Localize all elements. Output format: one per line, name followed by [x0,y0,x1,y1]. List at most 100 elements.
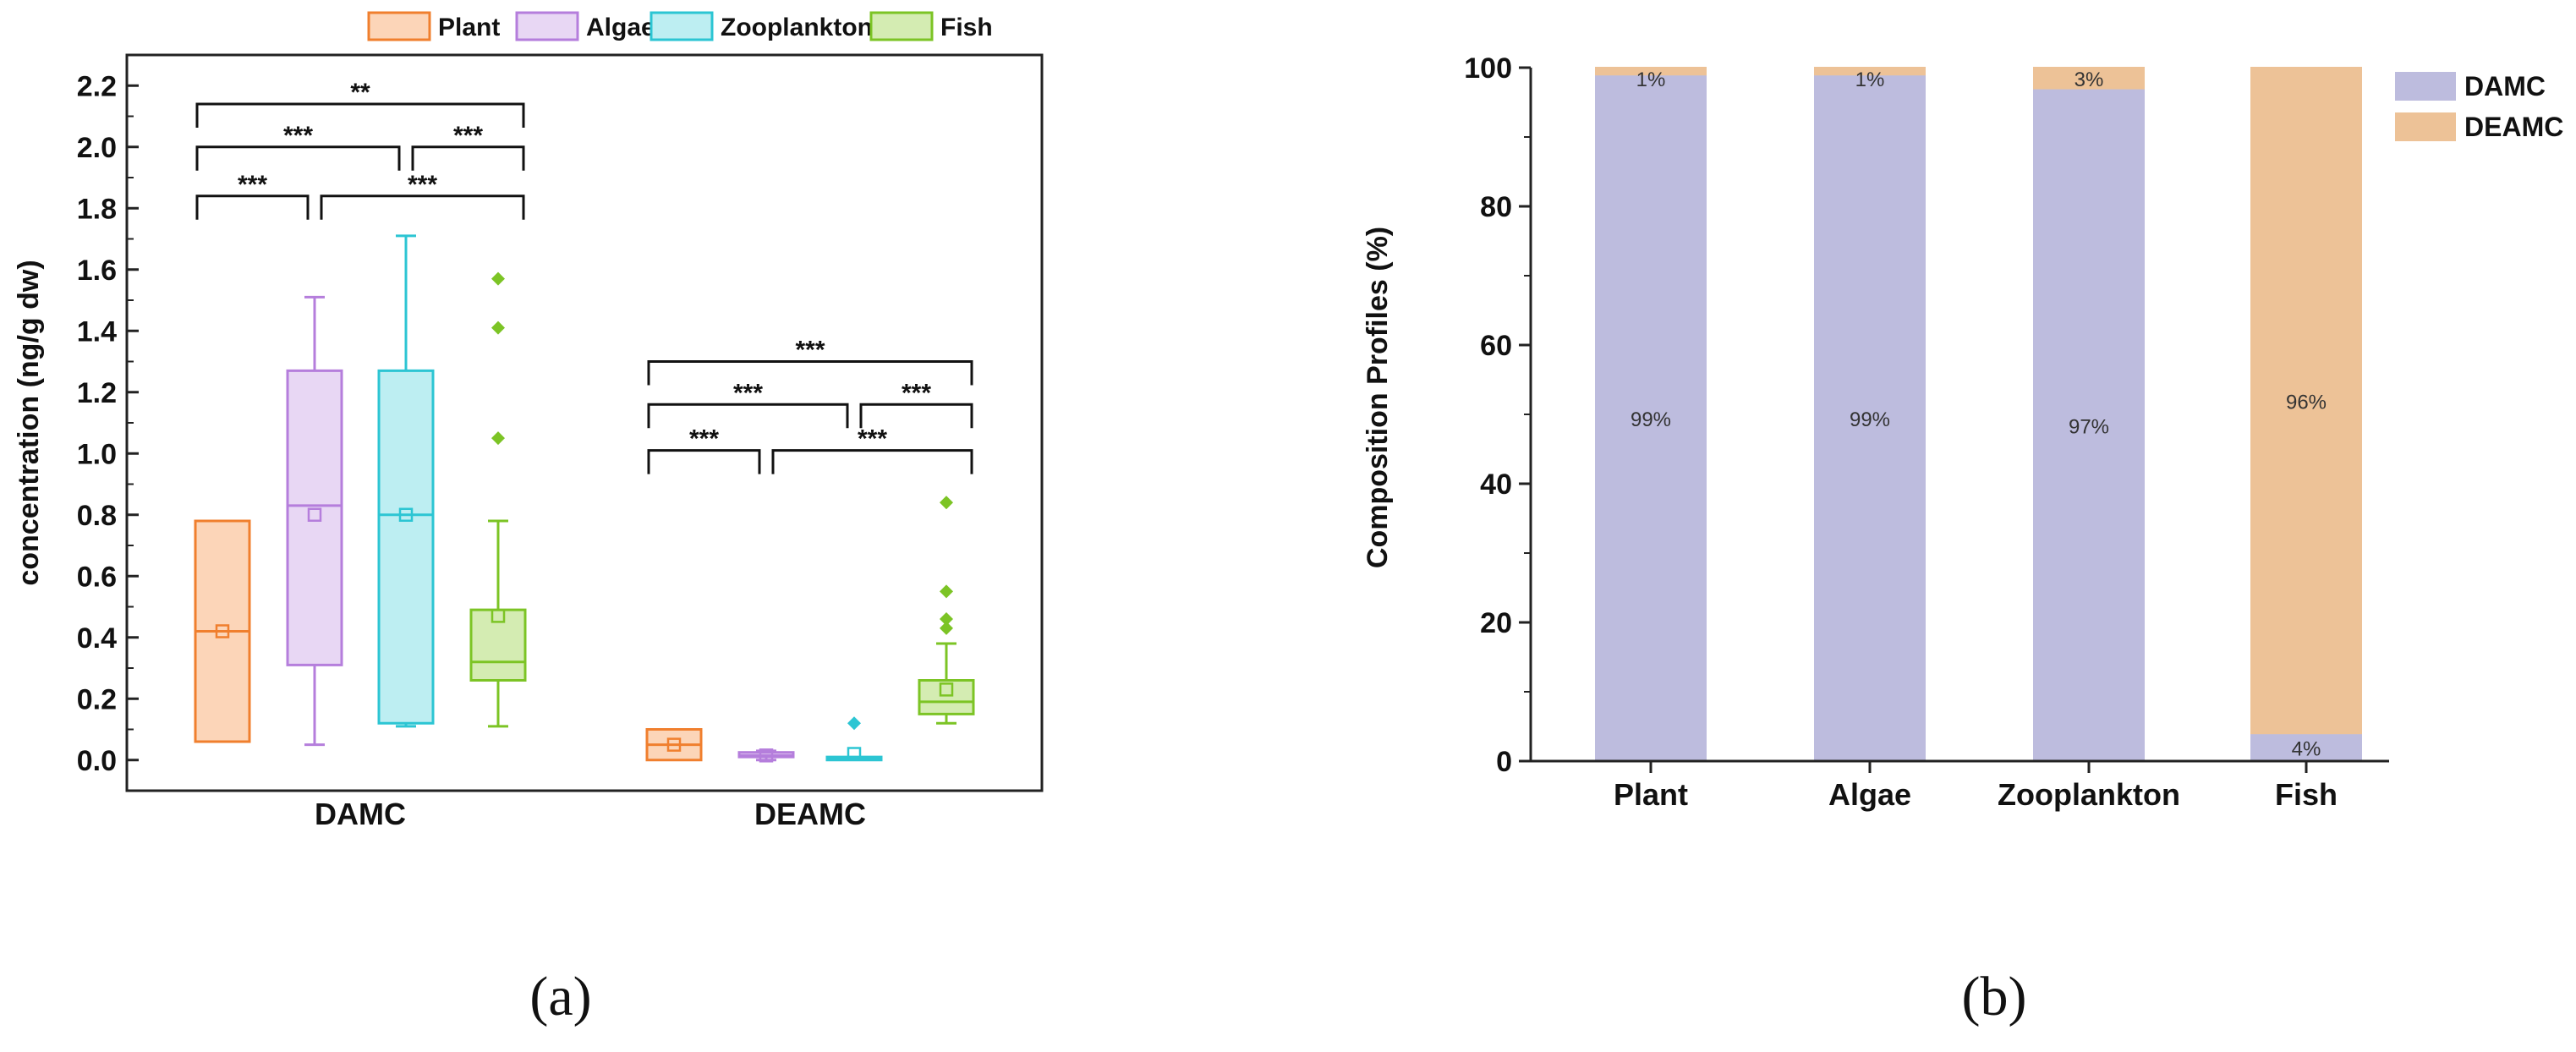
significance-bracket: *** [647,379,849,429]
y-tick-label: 1.0 [77,438,117,470]
legend-label: Plant [438,14,500,41]
y-tick-label: 100 [1464,52,1512,85]
legend-swatch [649,11,714,41]
legend-swatch [367,11,431,41]
panel-label-a: (a) [529,966,591,1027]
significance-bracket: *** [647,337,973,386]
legend-label: Fish [940,14,993,41]
outlier-point [491,321,505,335]
x-group-label: DEAMC [754,797,866,831]
legend-swatch [2395,112,2456,141]
bracket-line [411,145,525,171]
bar-segment-deamc [2250,67,2362,735]
bar-stack-algae: 99% 1% [1814,67,1926,762]
y-tick-label: 1.6 [77,255,117,287]
y-tick-label: 80 [1480,191,1512,223]
box-mean-marker [666,737,682,752]
bar-segment-deamc [1595,67,1707,76]
bracket-line [320,195,525,220]
x-tick-label: Zooplankton [1998,777,2180,812]
box-plot-legend: Plant Algae Zooplankton Fish [367,11,993,41]
y-tick-label: 60 [1480,330,1512,362]
box-mean-marker [307,507,322,522]
box-mean-marker [847,747,862,761]
bar-data-label: 96% [2286,392,2327,414]
outlier-point [491,431,505,446]
box-plot-boxes [194,234,975,763]
bar-stack-zooplankton: 97% 3% [2033,67,2145,763]
bar-data-label: 4% [2292,738,2321,761]
box-plot-y-axis: 0.0 0.2 0.4 0.6 0.8 1.0 1.2 1.4 1.6 1.8 2.0 2.2 [77,70,139,792]
y-tick-label: 2.0 [77,132,117,164]
bracket-line [195,145,401,171]
significance-bracket: *** [320,171,525,220]
bracket-line [195,195,310,220]
box-damc-plant [194,519,251,743]
outlier-point [940,496,953,510]
y-tick-label: 2.2 [77,70,117,102]
box-mean-marker [398,507,414,522]
legend-swatch [2395,72,2456,101]
box-damc-zooplankton [377,234,435,728]
legend-label: Algae [586,14,655,41]
bracket-line [195,102,525,128]
bracket-line [647,360,973,386]
bar-stack-fish: 4% 96% [2250,67,2362,763]
y-tick-label: 0 [1496,746,1512,778]
significance-label: ** [350,79,370,107]
stacked-bar-legend: DAMC DEAMC [2395,71,2563,142]
outlier-point [940,621,953,635]
significance-label: *** [902,379,931,407]
legend-label: DAMC [2464,71,2546,101]
box-mean-marker [939,682,954,697]
significance-bracket: *** [859,379,973,429]
bar-data-label: 99% [1631,408,1671,431]
y-tick-label: 0.6 [77,561,117,593]
bar-data-label: 97% [2069,415,2109,438]
box-mean-marker [215,624,230,638]
significance-brackets: *** ****** ******** ****** ****** [195,79,973,474]
x-group-label: DAMC [315,797,406,831]
bar-segment-deamc [1814,67,1926,76]
box-plot-frame [125,53,1044,792]
box-deamc-fish [918,496,975,725]
outlier-point [940,584,953,599]
legend-swatch [515,11,579,41]
y-tick-label: 1.8 [77,193,117,225]
significance-label: *** [238,171,267,199]
outlier-point [847,716,861,731]
y-tick-label: 0.4 [77,622,117,655]
box-deamc-plant [645,728,703,762]
bracket-line [647,449,761,474]
stacked-bars: 99% 1% 99% 1% 97% 3% 4% 96% [1595,67,2362,763]
legend-label: DEAMC [2464,112,2563,142]
significance-label: *** [858,425,887,453]
significance-bracket: ** [195,79,525,128]
panel-label-b: (b) [1962,966,2027,1027]
box-damc-algae [286,295,343,747]
significance-bracket: *** [647,425,761,474]
significance-bracket: *** [411,122,525,171]
legend-label: Zooplankton [721,14,873,41]
box-deamc-zooplankton [825,716,883,762]
significance-bracket: *** [771,425,973,474]
box-plot-x-axis: DAMC DEAMC [315,797,866,831]
stacked-bar-x-axis: Plant Algae Zooplankton Fish [1614,761,2338,812]
significance-bracket: *** [195,171,310,220]
box-plot-y-axis-title: concentration (ng/g dw) [13,260,45,585]
significance-label: *** [733,379,763,407]
bar-segment-deamc [2033,67,2145,90]
y-tick-label: 1.2 [77,377,117,409]
bracket-line [859,403,973,429]
bar-segment-damc [1595,74,1707,762]
x-tick-label: Fish [2275,777,2338,812]
bar-data-label: 3% [2075,68,2104,91]
bar-stack-plant: 99% 1% [1595,67,1707,762]
bar-data-label: 99% [1850,408,1890,431]
y-tick-label: 0.0 [77,745,117,777]
box-iqr [377,369,435,725]
y-tick-label: 40 [1480,468,1512,501]
legend-swatch [869,11,934,41]
bracket-line [771,449,973,474]
